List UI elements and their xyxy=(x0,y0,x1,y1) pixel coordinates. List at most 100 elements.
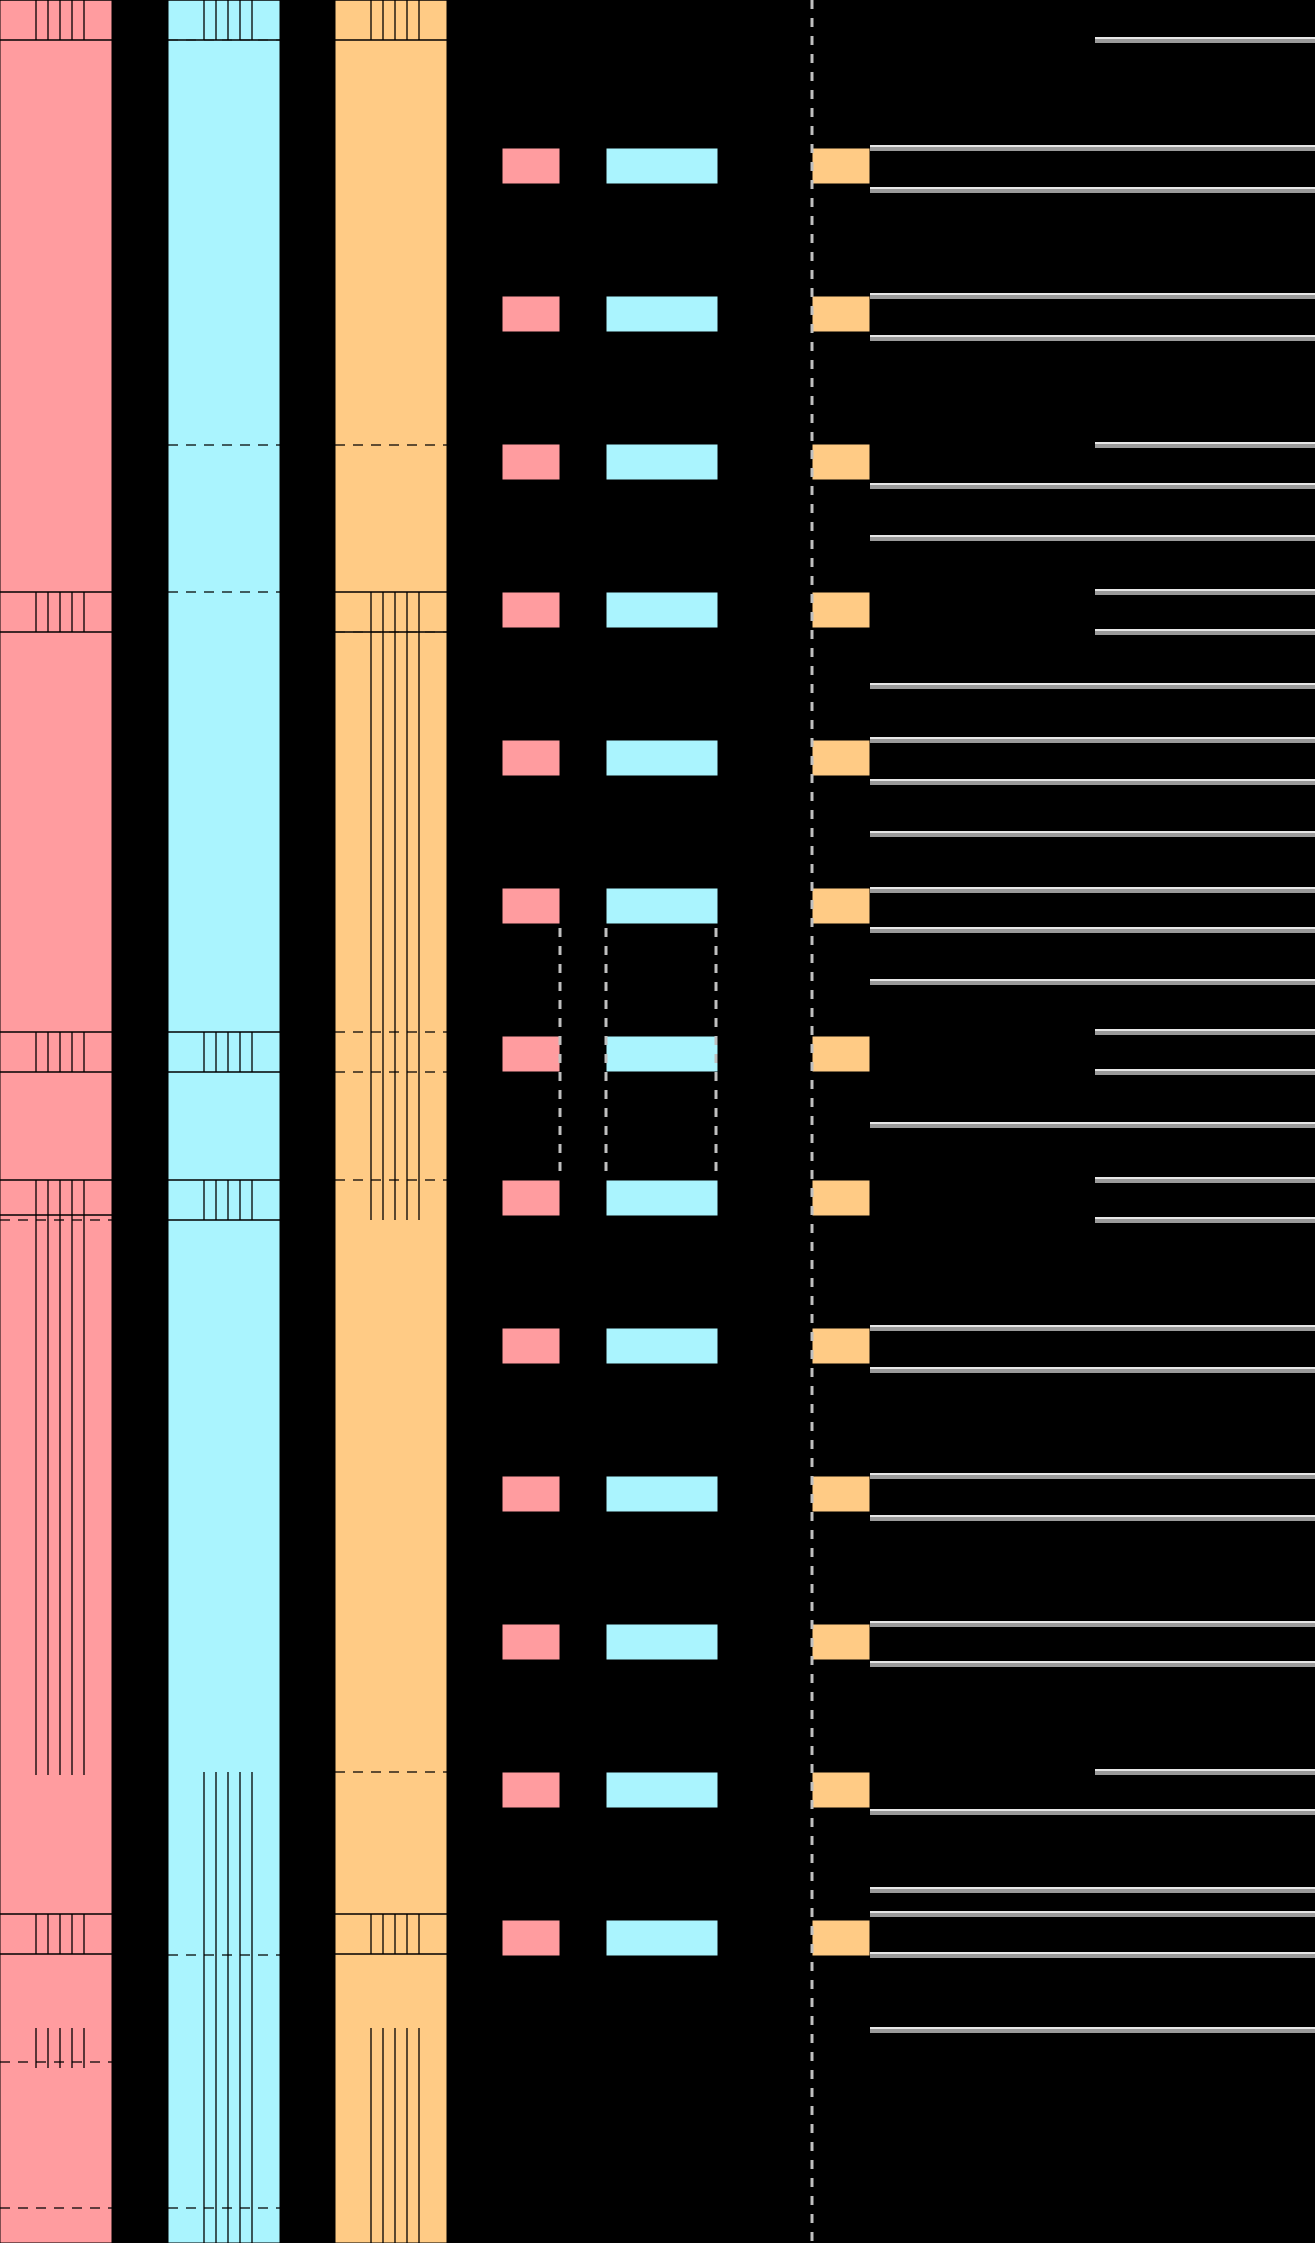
pin-row xyxy=(501,1623,871,1661)
orange-pin xyxy=(811,1179,871,1217)
signal-wire xyxy=(870,1911,1315,1917)
cyan-pin xyxy=(605,443,719,481)
pink-pin xyxy=(501,1179,561,1217)
pin-row xyxy=(501,147,871,185)
pin-row xyxy=(501,295,871,333)
orange-column xyxy=(334,0,448,2243)
orange-pin xyxy=(811,1771,871,1809)
cyan-pin xyxy=(605,147,719,185)
signal-wire xyxy=(870,1367,1315,1373)
pin-row xyxy=(501,1327,871,1365)
cyan-pin xyxy=(605,887,719,925)
pink-column-bit-group xyxy=(35,2028,85,2068)
pin-row xyxy=(501,1919,871,1957)
signal-wire xyxy=(870,187,1315,193)
orange-column-bit-group xyxy=(335,1913,447,1955)
pin-row xyxy=(501,887,871,925)
orange-pin xyxy=(811,1035,871,1073)
orange-pin xyxy=(811,591,871,629)
pink-pin xyxy=(501,1771,561,1809)
signal-wires xyxy=(870,37,1315,2033)
signal-wire xyxy=(870,1325,1315,1331)
cyan-column-bit-group xyxy=(203,1772,253,2243)
cyan-column xyxy=(167,0,281,2243)
dashed-links xyxy=(558,0,814,2243)
signal-wire xyxy=(870,2027,1315,2033)
cyan-pin xyxy=(605,591,719,629)
signal-wire xyxy=(870,887,1315,893)
orange-pin xyxy=(811,1327,871,1365)
pin-row xyxy=(501,1475,871,1513)
orange-pin xyxy=(811,147,871,185)
signal-wire xyxy=(870,683,1315,689)
orange-pin xyxy=(811,1919,871,1957)
pink-column-bit-group xyxy=(0,1179,112,1775)
signal-wire xyxy=(1095,1029,1315,1035)
signal-wire xyxy=(1095,442,1315,448)
pink-column-bit-group xyxy=(0,1913,112,1955)
pink-pin xyxy=(501,295,561,333)
pin-row xyxy=(501,1179,871,1217)
pink-column-bit-group xyxy=(0,591,112,633)
signal-wire xyxy=(870,779,1315,785)
cyan-pin xyxy=(605,1179,719,1217)
signal-wire xyxy=(870,1809,1315,1815)
signal-wire xyxy=(1095,1769,1315,1775)
signal-wire xyxy=(870,1515,1315,1521)
orange-column-bit-group xyxy=(335,0,447,41)
pin-row xyxy=(501,443,871,481)
signal-wire xyxy=(870,927,1315,933)
cyan-column-body xyxy=(167,0,281,2243)
pink-pin xyxy=(501,1919,561,1957)
signal-wire xyxy=(1095,1177,1315,1183)
pink-column-bit-group xyxy=(0,1031,112,1073)
pink-pin xyxy=(501,1475,561,1513)
pin-rows xyxy=(501,147,871,1957)
pin-row xyxy=(501,739,871,777)
pink-pin xyxy=(501,887,561,925)
pink-column-body xyxy=(0,0,113,2243)
signal-wire xyxy=(870,483,1315,489)
orange-pin xyxy=(811,443,871,481)
orange-column-bit-group xyxy=(370,2028,420,2243)
signal-wire xyxy=(870,293,1315,299)
cyan-column-bit-group xyxy=(168,1179,280,1221)
pin-row xyxy=(501,1771,871,1809)
pink-column xyxy=(0,0,113,2243)
signal-wire xyxy=(870,335,1315,341)
signal-wire xyxy=(1095,629,1315,635)
signal-wire xyxy=(870,979,1315,985)
orange-pin xyxy=(811,887,871,925)
orange-pin xyxy=(811,1475,871,1513)
pink-column-bit-group xyxy=(0,0,112,41)
pin-row xyxy=(501,1035,871,1073)
pink-pin xyxy=(501,1623,561,1661)
cyan-pin xyxy=(605,1919,719,1957)
pink-pin xyxy=(501,147,561,185)
cyan-pin xyxy=(605,1771,719,1809)
cyan-column-bit-group xyxy=(168,1031,280,1073)
signal-wire xyxy=(870,1661,1315,1667)
signal-wire xyxy=(870,737,1315,743)
cyan-pin xyxy=(605,1475,719,1513)
signal-wire xyxy=(1095,37,1315,43)
register-columns xyxy=(0,0,448,2243)
signal-wire xyxy=(870,535,1315,541)
signal-wire xyxy=(870,145,1315,151)
orange-pin xyxy=(811,739,871,777)
pink-pin xyxy=(501,739,561,777)
signal-wire xyxy=(870,1952,1315,1958)
cyan-pin xyxy=(605,1327,719,1365)
cyan-pin xyxy=(605,295,719,333)
cyan-pin xyxy=(605,1035,719,1073)
orange-pin xyxy=(811,1623,871,1661)
signal-wire xyxy=(870,1122,1315,1128)
orange-column-body xyxy=(334,0,448,2243)
pink-pin xyxy=(501,443,561,481)
orange-pin xyxy=(811,295,871,333)
signal-wire xyxy=(1095,1069,1315,1075)
signal-wire xyxy=(1095,589,1315,595)
pink-pin xyxy=(501,1035,561,1073)
signal-wire xyxy=(870,831,1315,837)
